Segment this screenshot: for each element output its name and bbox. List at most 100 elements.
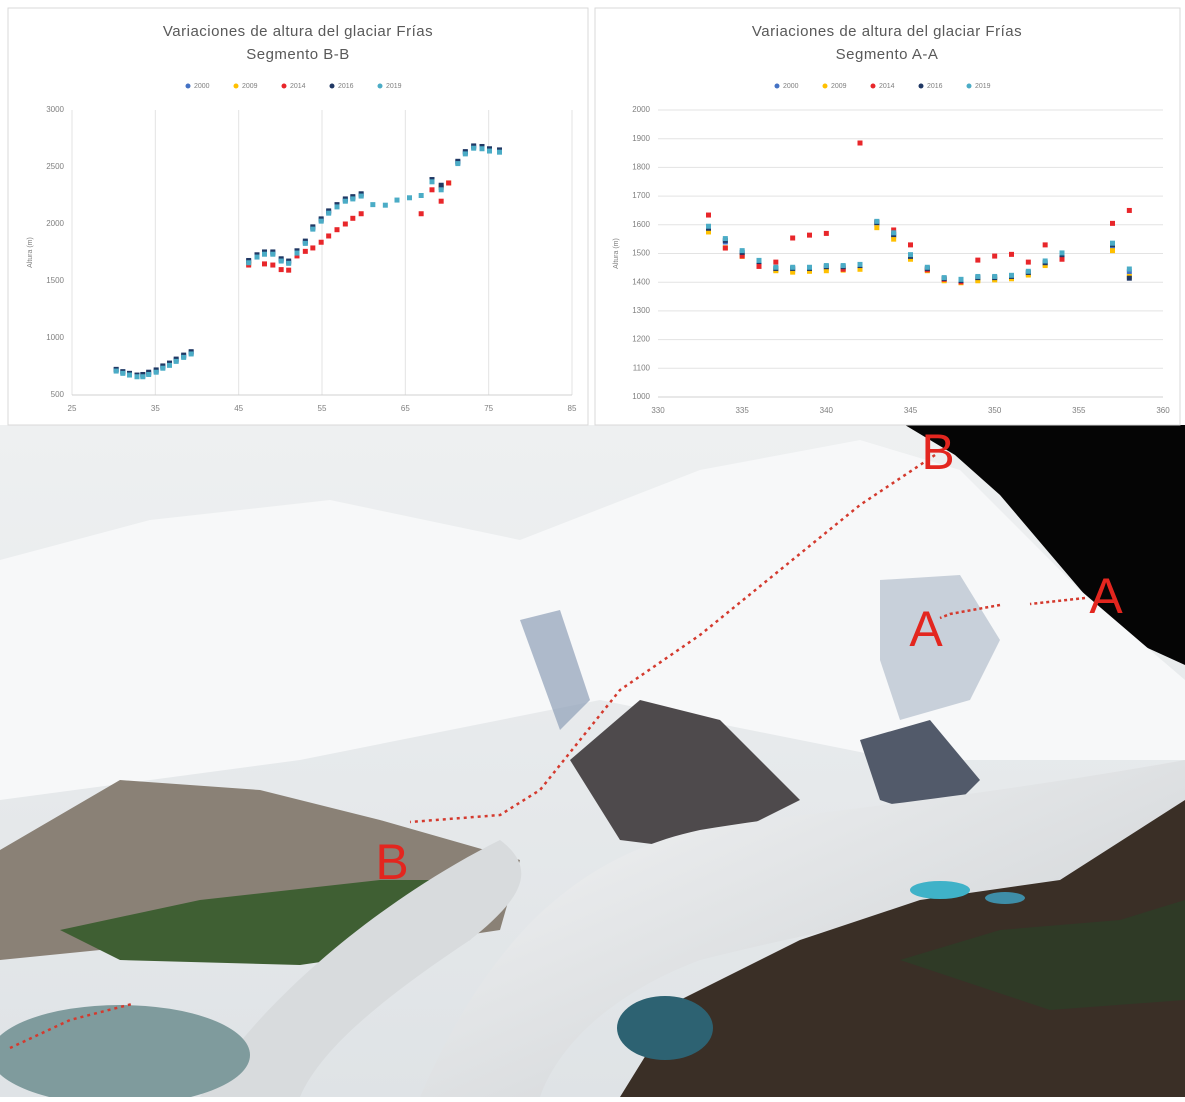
point: [1126, 266, 1132, 272]
point: [471, 145, 477, 151]
y-tick-label: 1600: [632, 220, 650, 229]
point: [722, 236, 728, 242]
glacier-tongue: [200, 840, 522, 1097]
point: [739, 248, 745, 254]
legend-marker: [966, 83, 972, 89]
point: [382, 202, 388, 208]
point: [127, 372, 132, 378]
chart-panel: [594, 7, 1181, 426]
point: [823, 268, 829, 274]
legend-marker: [822, 83, 828, 89]
point: [975, 273, 981, 279]
point: [438, 198, 444, 204]
point: [310, 245, 316, 251]
legend-label: 2016: [927, 83, 943, 90]
ice-fall: [520, 610, 590, 730]
legend-marker: [377, 83, 383, 89]
y-tick-label: 1500: [632, 249, 650, 258]
point: [326, 210, 332, 216]
legend-label: 2000: [194, 83, 210, 90]
point: [418, 193, 424, 198]
profile-line-b: [9, 1002, 133, 1050]
point: [1042, 242, 1048, 248]
point: [370, 202, 376, 208]
legend-marker: [918, 83, 924, 89]
point: [188, 351, 194, 357]
point: [773, 264, 779, 270]
y-axis-title: Altura (m): [613, 238, 620, 269]
point: [706, 223, 711, 229]
point: [1009, 251, 1014, 257]
point: [310, 226, 316, 232]
point: [840, 266, 846, 272]
lake: [617, 996, 713, 1060]
profile-label: A: [909, 601, 943, 657]
y-axis-title: Altura (m): [27, 237, 34, 268]
x-tick-label: 340: [820, 406, 834, 415]
point: [1042, 258, 1048, 264]
y-tick-label: 1100: [633, 363, 651, 372]
point: [790, 269, 796, 275]
point: [120, 370, 126, 376]
point: [1009, 272, 1014, 278]
point: [358, 211, 364, 217]
point: [857, 261, 863, 267]
point: [857, 140, 863, 146]
point: [294, 250, 300, 256]
point: [790, 235, 796, 241]
point: [181, 354, 187, 360]
legend-marker: [774, 83, 780, 89]
point: [160, 365, 166, 371]
point: [479, 146, 485, 152]
point: [958, 276, 964, 282]
point: [262, 261, 267, 267]
point: [1025, 272, 1031, 278]
point: [823, 263, 829, 269]
x-tick-label: 45: [234, 404, 243, 413]
point: [318, 218, 324, 224]
legend-marker: [185, 83, 191, 89]
x-tick-label: 55: [318, 404, 327, 413]
point: [874, 225, 880, 231]
y-tick-label: 500: [51, 390, 65, 399]
x-tick-label: 355: [1072, 406, 1086, 415]
point: [342, 198, 348, 204]
point: [807, 268, 812, 274]
point: [318, 239, 324, 245]
point: [1126, 275, 1132, 281]
point: [823, 230, 829, 236]
y-tick-label: 1400: [632, 277, 650, 286]
legend-label: 2016: [338, 83, 354, 90]
point: [908, 252, 913, 258]
point: [975, 278, 981, 284]
point: [1126, 269, 1132, 275]
point: [924, 264, 930, 270]
x-tick-label: 85: [568, 404, 577, 413]
point: [246, 260, 252, 266]
rock-ridge: [860, 720, 980, 820]
point: [429, 179, 435, 185]
point: [407, 195, 412, 201]
x-tick-label: 345: [904, 406, 918, 415]
point: [1126, 207, 1132, 213]
point: [1059, 250, 1065, 256]
point: [756, 263, 762, 269]
x-tick-label: 360: [1156, 406, 1170, 415]
point: [891, 236, 897, 242]
chart-panel: [7, 7, 589, 426]
x-tick-label: 350: [988, 406, 1002, 415]
profile-label: A: [1089, 568, 1123, 624]
point: [941, 275, 947, 281]
chart-title: Variaciones de altura del glaciar Frías: [163, 23, 433, 40]
x-tick-label: 65: [401, 404, 410, 413]
x-tick-label: 25: [68, 404, 77, 413]
point: [992, 253, 998, 259]
point: [975, 257, 981, 263]
legend-marker: [870, 83, 876, 89]
point: [1025, 268, 1031, 274]
lake: [985, 892, 1025, 904]
photo: B A A B: [0, 424, 1185, 1102]
legend-marker: [329, 83, 335, 89]
legend-label: 2000: [783, 83, 799, 90]
legend-label: 2019: [975, 83, 991, 90]
